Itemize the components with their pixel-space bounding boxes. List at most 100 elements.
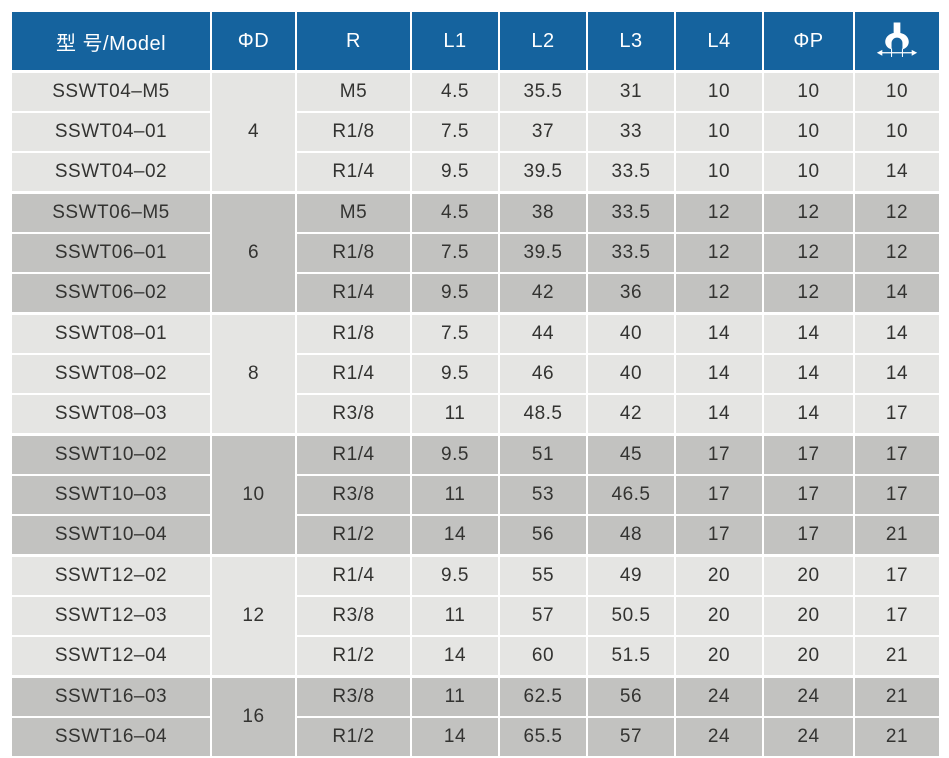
phi-p-cell: 10 (762, 70, 855, 113)
wrench-size-cell: 12 (853, 191, 941, 234)
l4-cell: 24 (674, 716, 764, 758)
l2-cell: 39.5 (498, 151, 588, 194)
r-cell: R3/8 (295, 595, 412, 637)
l4-cell: 12 (674, 232, 764, 274)
phi-p-cell: 12 (762, 191, 855, 234)
wrench-size-cell: 14 (853, 272, 941, 315)
r-cell: R1/8 (295, 312, 412, 355)
l3-cell: 46.5 (586, 474, 676, 516)
phi-p-cell: 12 (762, 272, 855, 315)
spec-table: 型 号/Model ΦD R L1 L2 L3 L4 ΦP (10, 10, 941, 758)
l4-cell: 10 (674, 111, 764, 153)
l1-cell: 9.5 (410, 151, 500, 194)
l2-cell: 48.5 (498, 393, 588, 436)
r-cell: R1/4 (295, 151, 412, 194)
l4-cell: 20 (674, 595, 764, 637)
l4-cell: 10 (674, 151, 764, 194)
model-cell: SSWT10–04 (10, 514, 212, 557)
model-cell: SSWT12–03 (10, 595, 212, 637)
model-cell: SSWT10–03 (10, 474, 212, 516)
wrench-size-cell: 17 (853, 554, 941, 597)
model-cell: SSWT08–03 (10, 393, 212, 436)
col-header-model: 型 号/Model (10, 10, 212, 73)
l1-cell: 4.5 (410, 70, 500, 113)
l3-cell: 49 (586, 554, 676, 597)
phi-p-cell: 20 (762, 554, 855, 597)
table-row: SSWT06–01 R1/8 7.5 39.5 33.5 12 12 12 (10, 232, 941, 274)
spec-table-header: 型 号/Model ΦD R L1 L2 L3 L4 ΦP (10, 10, 941, 73)
l3-cell: 40 (586, 353, 676, 395)
wrench-size-cell: 17 (853, 474, 941, 516)
l3-cell: 33 (586, 111, 676, 153)
phi-p-cell: 10 (762, 151, 855, 194)
l3-cell: 40 (586, 312, 676, 355)
l1-cell: 9.5 (410, 272, 500, 315)
r-cell: R1/8 (295, 232, 412, 274)
l3-cell: 56 (586, 675, 676, 718)
phi-d-cell: 16 (210, 675, 297, 758)
l2-cell: 65.5 (498, 716, 588, 758)
r-cell: R1/4 (295, 353, 412, 395)
r-cell: M5 (295, 70, 412, 113)
l1-cell: 7.5 (410, 111, 500, 153)
model-cell: SSWT12–02 (10, 554, 212, 597)
r-cell: R1/4 (295, 272, 412, 315)
wrench-size-cell: 21 (853, 635, 941, 678)
l2-cell: 60 (498, 635, 588, 678)
phi-d-cell: 10 (210, 433, 297, 557)
col-header-r: R (295, 10, 412, 73)
col-header-l4: L4 (674, 10, 764, 73)
wrench-size-cell: 17 (853, 595, 941, 637)
r-cell: R1/2 (295, 635, 412, 678)
phi-p-cell: 17 (762, 514, 855, 557)
wrench-size-cell: 14 (853, 151, 941, 194)
l2-cell: 46 (498, 353, 588, 395)
model-cell: SSWT10–02 (10, 433, 212, 476)
wrench-size-cell: 21 (853, 675, 941, 718)
r-cell: R3/8 (295, 675, 412, 718)
l1-cell: 11 (410, 675, 500, 718)
phi-p-cell: 17 (762, 474, 855, 516)
l3-cell: 31 (586, 70, 676, 113)
phi-p-cell: 24 (762, 675, 855, 718)
l3-cell: 50.5 (586, 595, 676, 637)
model-cell: SSWT08–01 (10, 312, 212, 355)
l4-cell: 24 (674, 675, 764, 718)
l2-cell: 57 (498, 595, 588, 637)
wrench-size-cell: 17 (853, 433, 941, 476)
wrench-size-cell: 12 (853, 232, 941, 274)
phi-d-cell: 4 (210, 70, 297, 194)
l2-cell: 53 (498, 474, 588, 516)
model-cell: SSWT06–02 (10, 272, 212, 315)
table-row: SSWT08–02 R1/4 9.5 46 40 14 14 14 (10, 353, 941, 395)
wrench-size-cell: 14 (853, 353, 941, 395)
l1-cell: 14 (410, 716, 500, 758)
r-cell: R3/8 (295, 474, 412, 516)
model-cell: SSWT06–M5 (10, 191, 212, 234)
l2-cell: 51 (498, 433, 588, 476)
table-row: SSWT10–02 10 R1/4 9.5 51 45 17 17 17 (10, 433, 941, 557)
l4-cell: 20 (674, 554, 764, 597)
table-row: SSWT16–03 16 R3/8 11 62.5 56 24 24 21 (10, 675, 941, 758)
col-header-l3: L3 (586, 10, 676, 73)
l1-cell: 7.5 (410, 232, 500, 274)
l4-cell: 20 (674, 635, 764, 678)
l1-cell: 9.5 (410, 554, 500, 597)
l1-cell: 9.5 (410, 353, 500, 395)
col-header-phi-d: ΦD (210, 10, 297, 73)
r-cell: R1/4 (295, 433, 412, 476)
l2-cell: 38 (498, 191, 588, 234)
l1-cell: 4.5 (410, 191, 500, 234)
table-row: SSWT10–04 R1/2 14 56 48 17 17 21 (10, 514, 941, 557)
l1-cell: 11 (410, 393, 500, 436)
phi-p-cell: 14 (762, 353, 855, 395)
l1-cell: 14 (410, 635, 500, 678)
table-row: SSWT12–03 R3/8 11 57 50.5 20 20 17 (10, 595, 941, 637)
l4-cell: 14 (674, 393, 764, 436)
phi-p-cell: 17 (762, 433, 855, 476)
l1-cell: 7.5 (410, 312, 500, 355)
l3-cell: 45 (586, 433, 676, 476)
table-row: SSWT08–03 R3/8 11 48.5 42 14 14 17 (10, 393, 941, 436)
model-cell: SSWT04–M5 (10, 70, 212, 113)
